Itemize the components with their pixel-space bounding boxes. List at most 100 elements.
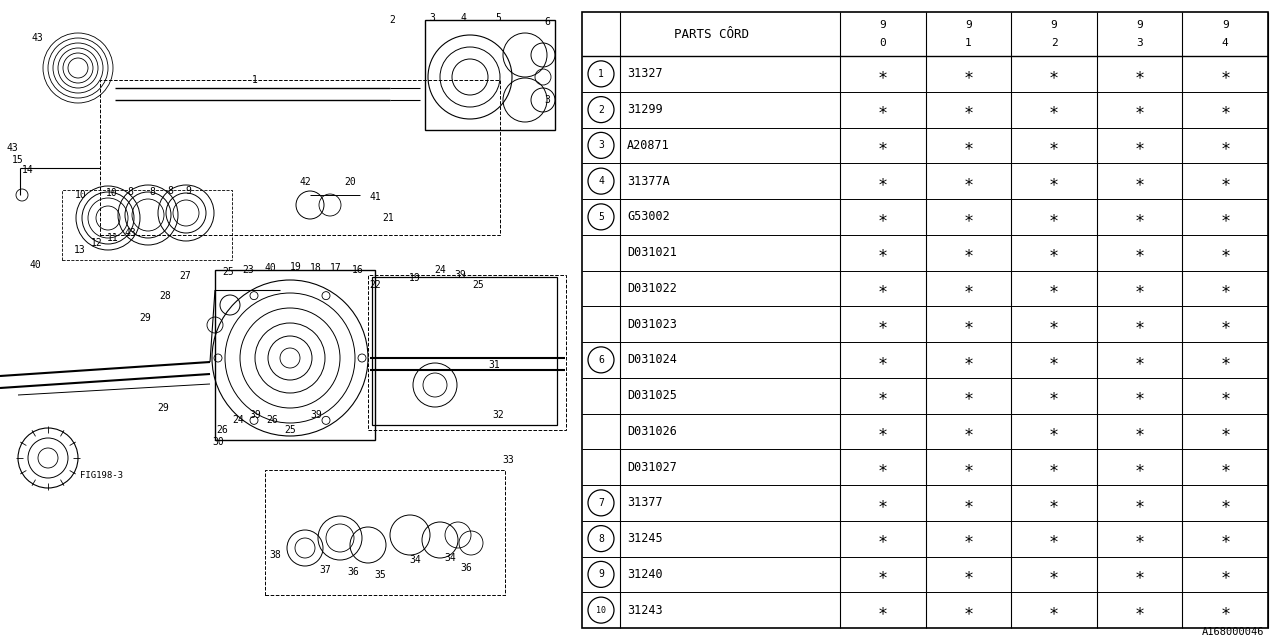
- Text: ∗: ∗: [1220, 458, 1230, 476]
- Text: ∗: ∗: [964, 565, 973, 584]
- Text: ∗: ∗: [1050, 100, 1059, 118]
- Text: ∗: ∗: [964, 494, 973, 512]
- Text: 32: 32: [492, 410, 504, 420]
- Text: 9: 9: [186, 186, 191, 196]
- Text: 43: 43: [6, 143, 18, 153]
- Text: ∗: ∗: [1220, 244, 1230, 262]
- Bar: [100, 80, 500, 235]
- Bar: [215, 270, 375, 440]
- Text: ∗: ∗: [1050, 601, 1059, 619]
- Bar: [265, 470, 506, 595]
- Text: ∗: ∗: [1050, 494, 1059, 512]
- Text: ∗: ∗: [964, 208, 973, 226]
- Text: 28: 28: [159, 291, 170, 301]
- Text: 31299: 31299: [627, 103, 663, 116]
- Text: 34: 34: [410, 555, 421, 565]
- Text: FIG198-3: FIG198-3: [79, 472, 123, 481]
- Text: 31: 31: [488, 360, 500, 370]
- Text: ∗: ∗: [1134, 100, 1144, 118]
- Text: 8: 8: [168, 186, 173, 196]
- Text: ∗: ∗: [1220, 100, 1230, 118]
- Text: ∗: ∗: [1050, 315, 1059, 333]
- Text: 2: 2: [389, 15, 396, 25]
- Text: 3: 3: [544, 95, 550, 105]
- Text: 4: 4: [460, 13, 466, 23]
- Text: 6: 6: [544, 17, 550, 27]
- Text: A20871: A20871: [627, 139, 669, 152]
- Text: 43: 43: [124, 228, 136, 238]
- Text: ∗: ∗: [1134, 530, 1144, 548]
- Text: 3: 3: [1137, 38, 1143, 48]
- Text: D031022: D031022: [627, 282, 677, 295]
- Bar: [61, 190, 232, 260]
- Text: ∗: ∗: [878, 208, 888, 226]
- Text: A168000046: A168000046: [1202, 627, 1265, 637]
- Text: ∗: ∗: [1050, 136, 1059, 154]
- Text: ∗: ∗: [1134, 387, 1144, 404]
- Text: ∗: ∗: [1220, 65, 1230, 83]
- Text: 37: 37: [319, 565, 330, 575]
- Text: ∗: ∗: [964, 315, 973, 333]
- Text: ∗: ∗: [1050, 244, 1059, 262]
- Text: D031021: D031021: [627, 246, 677, 259]
- Text: ∗: ∗: [1220, 351, 1230, 369]
- Text: 26: 26: [266, 415, 278, 425]
- Text: G53002: G53002: [627, 211, 669, 223]
- Text: D031026: D031026: [627, 425, 677, 438]
- Text: 9: 9: [879, 20, 886, 30]
- Text: ∗: ∗: [878, 422, 888, 440]
- Text: 26: 26: [216, 425, 228, 435]
- Bar: [372, 277, 557, 425]
- Text: ∗: ∗: [878, 65, 888, 83]
- Text: ∗: ∗: [1050, 208, 1059, 226]
- Text: 8: 8: [148, 187, 155, 197]
- Text: 5: 5: [598, 212, 604, 222]
- Text: ∗: ∗: [878, 601, 888, 619]
- Text: 17: 17: [330, 263, 342, 273]
- Text: 10: 10: [596, 605, 605, 614]
- Text: ∗: ∗: [1220, 172, 1230, 190]
- Text: 21: 21: [383, 213, 394, 223]
- Text: 31377: 31377: [627, 497, 663, 509]
- Text: 19: 19: [291, 262, 302, 272]
- Text: 3: 3: [429, 13, 435, 23]
- Text: ∗: ∗: [1134, 172, 1144, 190]
- Text: 9: 9: [1222, 20, 1229, 30]
- Text: ∗: ∗: [878, 530, 888, 548]
- Text: ∗: ∗: [1220, 601, 1230, 619]
- Text: ∗: ∗: [1050, 351, 1059, 369]
- Text: D031025: D031025: [627, 389, 677, 402]
- Text: ∗: ∗: [1220, 136, 1230, 154]
- Text: 40: 40: [29, 260, 41, 270]
- Text: 5: 5: [495, 13, 500, 23]
- Text: ∗: ∗: [1134, 601, 1144, 619]
- Text: 1: 1: [598, 69, 604, 79]
- Text: 31327: 31327: [627, 67, 663, 81]
- Text: ∗: ∗: [878, 494, 888, 512]
- Text: ∗: ∗: [1134, 494, 1144, 512]
- Text: ∗: ∗: [1220, 208, 1230, 226]
- Text: ∗: ∗: [964, 351, 973, 369]
- Text: 39: 39: [310, 410, 321, 420]
- Text: 4: 4: [598, 176, 604, 186]
- Text: ∗: ∗: [964, 136, 973, 154]
- Text: ∗: ∗: [964, 422, 973, 440]
- Text: ∗: ∗: [1134, 458, 1144, 476]
- Text: 22: 22: [369, 280, 381, 290]
- Text: ∗: ∗: [878, 280, 888, 298]
- Text: ∗: ∗: [964, 172, 973, 190]
- Text: 24: 24: [232, 415, 244, 425]
- Text: ∗: ∗: [964, 530, 973, 548]
- Text: 7: 7: [598, 498, 604, 508]
- Text: ∗: ∗: [878, 387, 888, 404]
- Text: 25: 25: [284, 425, 296, 435]
- Text: 10: 10: [106, 188, 118, 198]
- Text: 31243: 31243: [627, 604, 663, 616]
- Text: ∗: ∗: [1134, 65, 1144, 83]
- Text: ∗: ∗: [1050, 387, 1059, 404]
- Text: 6: 6: [598, 355, 604, 365]
- Text: ∗: ∗: [1050, 530, 1059, 548]
- Text: ∗: ∗: [964, 100, 973, 118]
- Text: ∗: ∗: [878, 351, 888, 369]
- Text: 43: 43: [31, 33, 42, 43]
